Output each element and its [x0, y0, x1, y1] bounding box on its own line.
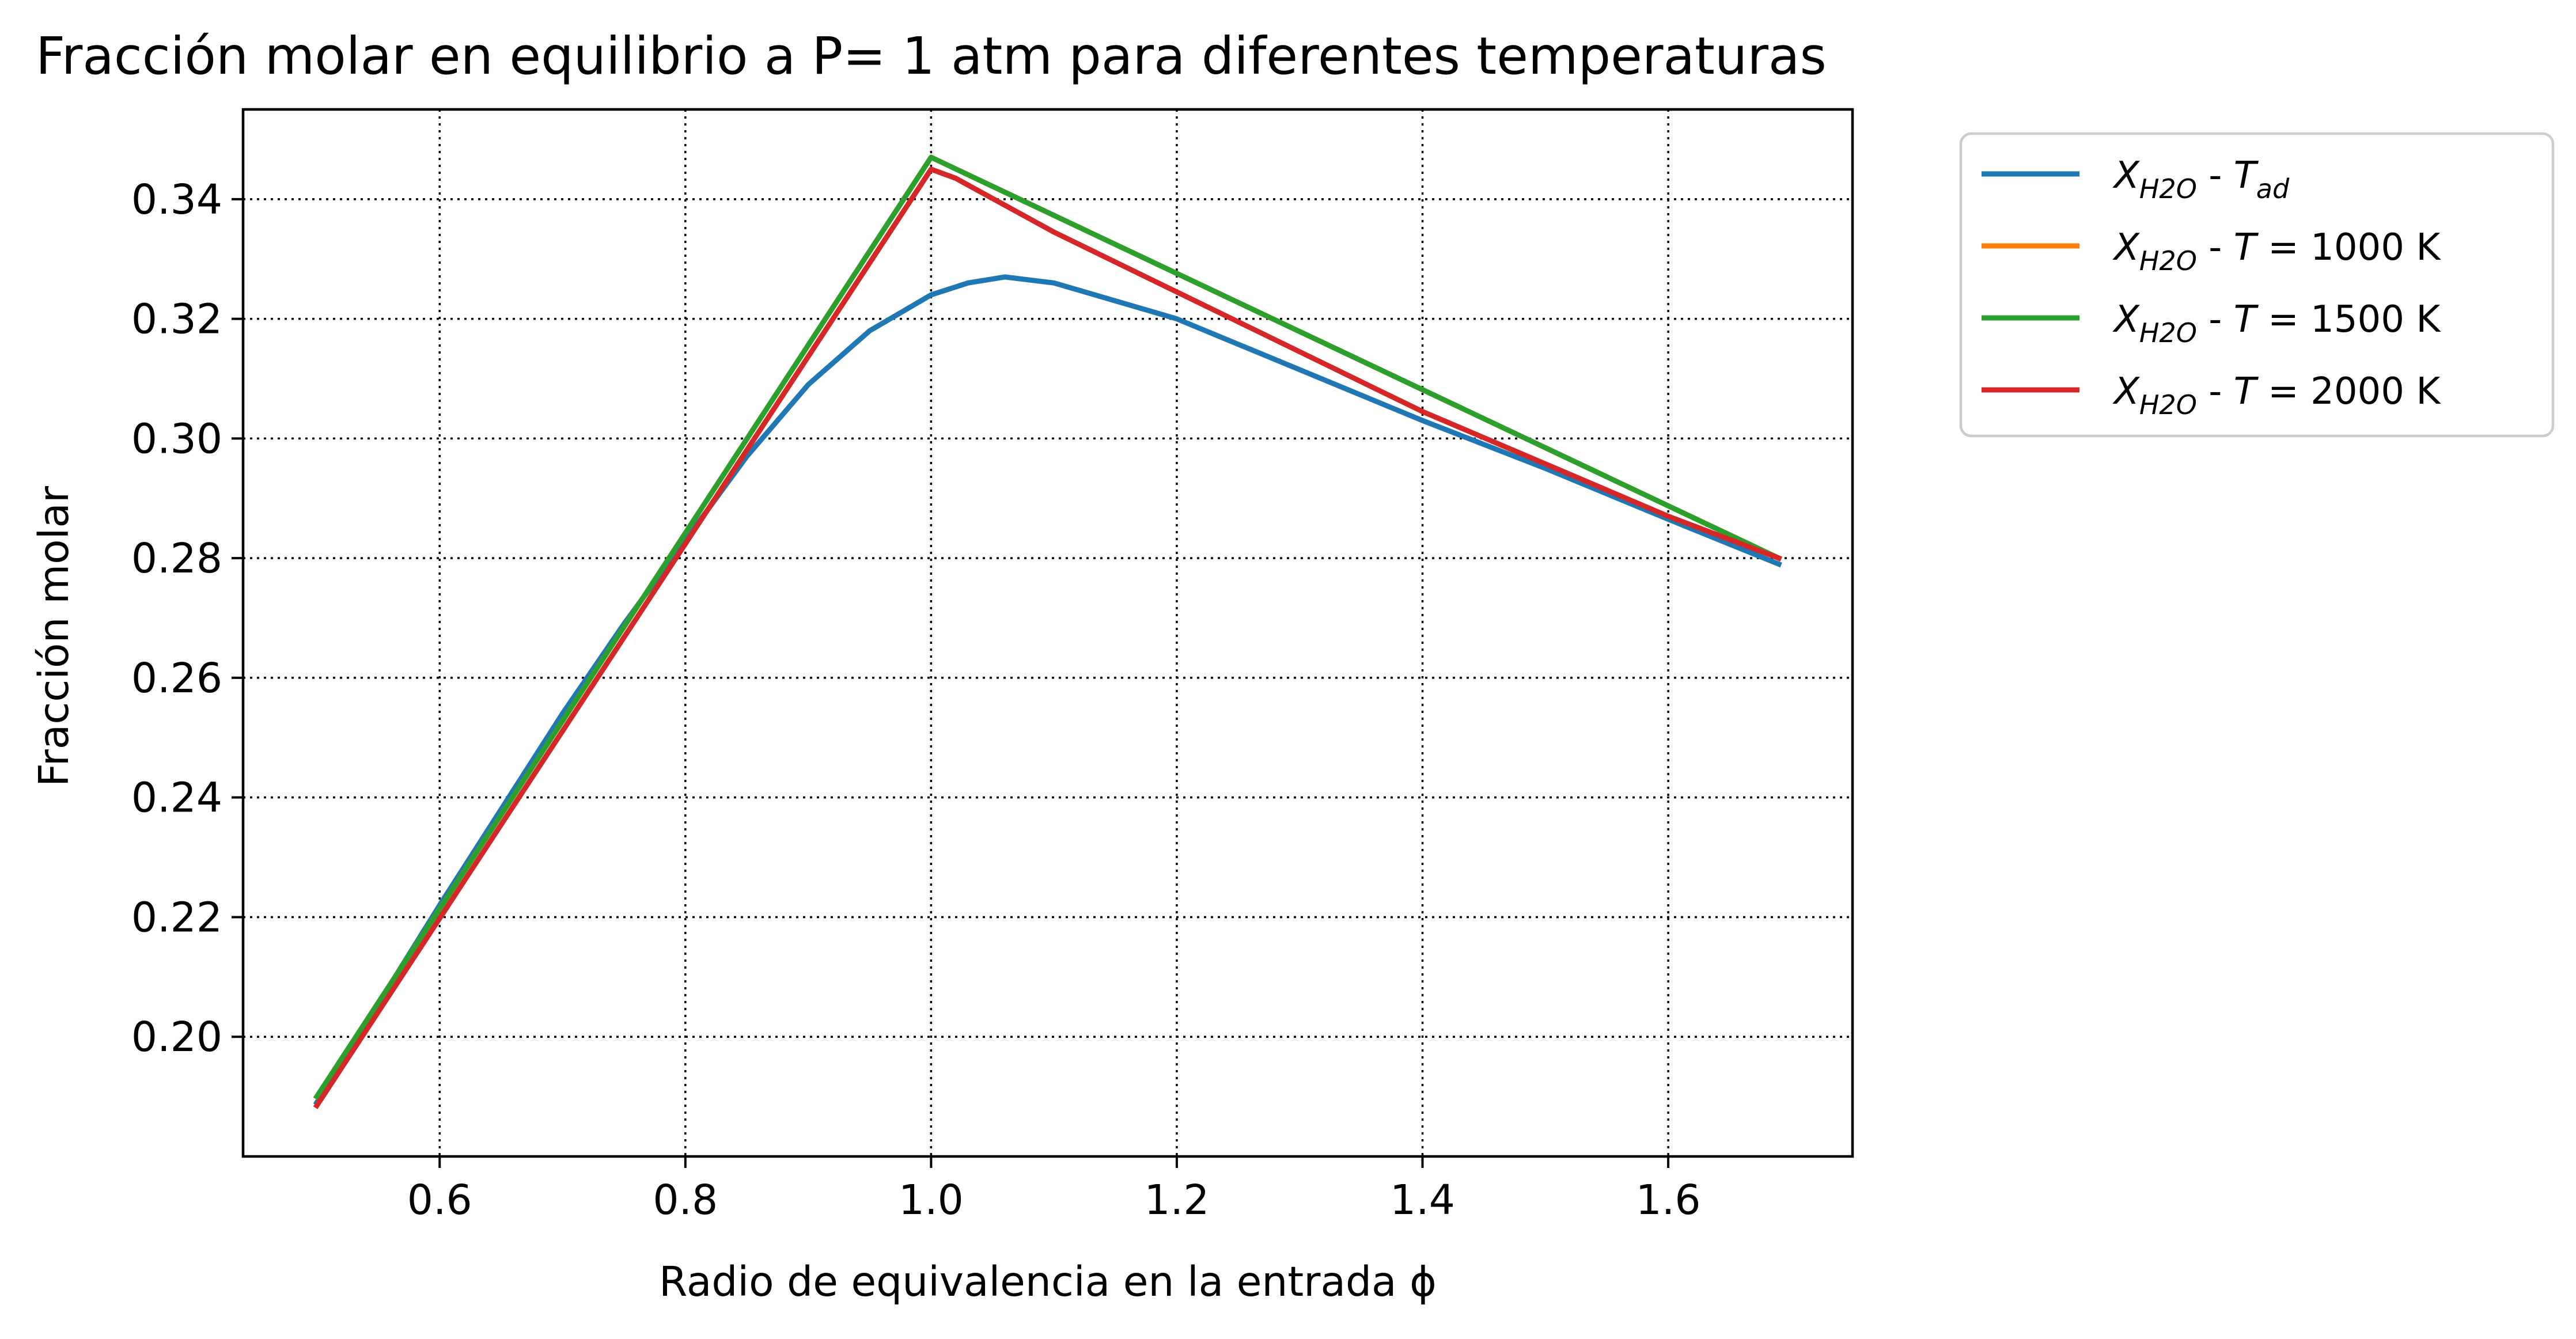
legend: XH2O - Tad XH2O - T = 1000 K XH2O - T = 15… — [1959, 132, 2555, 438]
plot-frame — [241, 108, 1854, 1158]
chart-title: Fracción molar en equilibrio a P= 1 atm … — [36, 26, 1827, 86]
series-line-4 — [313, 166, 1782, 1109]
legend-label: XH2O - T = 2000 K — [2112, 370, 2441, 420]
y-tick-label: 0.32 — [131, 295, 222, 343]
x-tick-label: 0.8 — [653, 1176, 718, 1224]
x-axis-label: Radio de equivalencia en la entrada ϕ — [659, 1258, 1437, 1306]
legend-label: XH2O - T = 1000 K — [2112, 226, 2441, 276]
y-tick-label: 0.26 — [131, 654, 222, 702]
x-tick-label: 1.0 — [899, 1176, 964, 1224]
y-tick-label: 0.34 — [131, 176, 222, 223]
y-tick-label: 0.24 — [131, 774, 222, 822]
y-tick-label: 0.28 — [131, 534, 222, 582]
x-tick-label: 1.4 — [1390, 1176, 1455, 1224]
series-line-3 — [313, 154, 1782, 1101]
legend-label: XH2O - T = 1500 K — [2112, 298, 2441, 348]
x-tick-label: 1.6 — [1636, 1176, 1701, 1224]
y-tick-label: 0.20 — [131, 1013, 222, 1061]
grid-layer — [243, 109, 1853, 1156]
ticks-layer: 0.6 0.8 1.0 1.2 1.4 1.6 0.20 0.22 0.24 0.26 0.28 0.… — [131, 176, 1701, 1224]
y-tick-label: 0.22 — [131, 893, 222, 941]
legend-frame — [1959, 132, 2555, 438]
y-tick-label: 0.30 — [131, 415, 222, 462]
series-layer — [313, 154, 1782, 1109]
legend-label: XH2O - Tad — [2112, 154, 2290, 204]
y-axis-label: Fracción molar — [30, 485, 78, 787]
x-tick-label: 0.6 — [407, 1176, 472, 1224]
x-tick-label: 1.2 — [1144, 1176, 1209, 1224]
